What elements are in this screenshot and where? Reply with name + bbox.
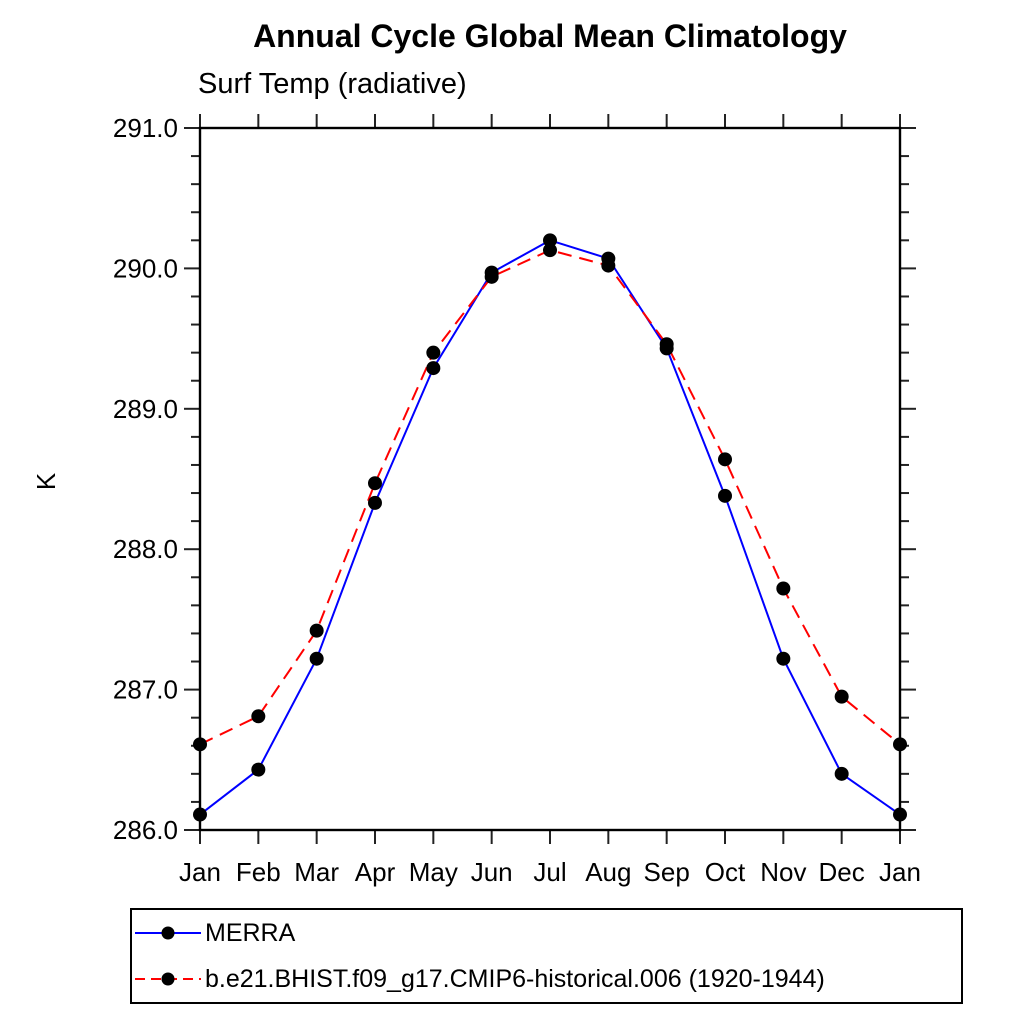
data-point-marker [718,452,732,467]
x-tick-label: Sep [644,857,690,887]
data-point-marker [309,623,324,638]
data-point-marker [193,737,207,752]
data-point-marker [543,233,557,248]
x-tick-label: May [409,857,458,887]
data-point-marker [659,337,674,352]
data-point-marker [834,766,849,781]
x-tick-label: Aug [585,857,631,887]
data-point-marker [893,737,907,752]
legend-line-sample [135,972,201,986]
y-tick-label: 287.0 [113,675,178,705]
x-tick-label: Dec [819,857,865,887]
data-point-marker [543,243,557,258]
y-tick-label: 291.0 [113,113,178,143]
x-tick-label: Feb [236,857,281,887]
data-point-marker [834,689,849,704]
chart-subtitle: Surf Temp (radiative) [198,68,467,100]
legend-box: MERRA b.e21.BHIST.f09_g17.CMIP6-historica… [130,908,963,1004]
data-point-marker [193,807,207,822]
data-point-marker [426,345,441,360]
data-point-marker [251,762,266,777]
legend-item-merra: MERRA [135,912,961,954]
series-line-merra [199,239,901,816]
y-tick-label: 290.0 [113,253,178,283]
y-tick-label: 288.0 [113,534,178,564]
data-point-marker [368,476,382,491]
data-point-marker [776,651,791,666]
x-tick-label: Jun [471,857,513,887]
data-point-marker [776,581,791,596]
legend-marker-dot [161,926,175,940]
data-point-marker [484,269,499,284]
plot-frame [198,126,902,832]
data-point-marker [718,488,732,503]
legend-item-label: b.e21.BHIST.f09_g17.CMIP6-historical.006… [205,964,825,993]
series-line-cesm [199,249,901,746]
data-point-marker [893,807,907,822]
x-tick-label: Jul [533,857,566,887]
x-tick-label: Jan [879,857,921,887]
legend-item-cesm: b.e21.BHIST.f09_g17.CMIP6-historical.006… [135,958,961,1000]
legend-marker-dot [161,972,175,986]
x-tick-label: Apr [355,857,396,887]
x-tick-label: Oct [705,857,746,887]
legend-line-sample [135,926,201,940]
data-point-marker [251,709,266,724]
legend-item-label: MERRA [205,918,296,947]
y-tick-label: 289.0 [113,394,178,424]
x-tick-label: Jan [179,857,221,887]
data-point-marker [309,651,324,666]
x-tick-label: Nov [760,857,806,887]
data-point-marker [426,361,441,376]
data-point-marker [601,258,616,273]
data-point-marker [368,495,382,510]
chart-title: Annual Cycle Global Mean Climatology [253,18,847,54]
x-tick-label: Mar [294,857,339,887]
y-tick-label: 286.0 [113,815,178,845]
